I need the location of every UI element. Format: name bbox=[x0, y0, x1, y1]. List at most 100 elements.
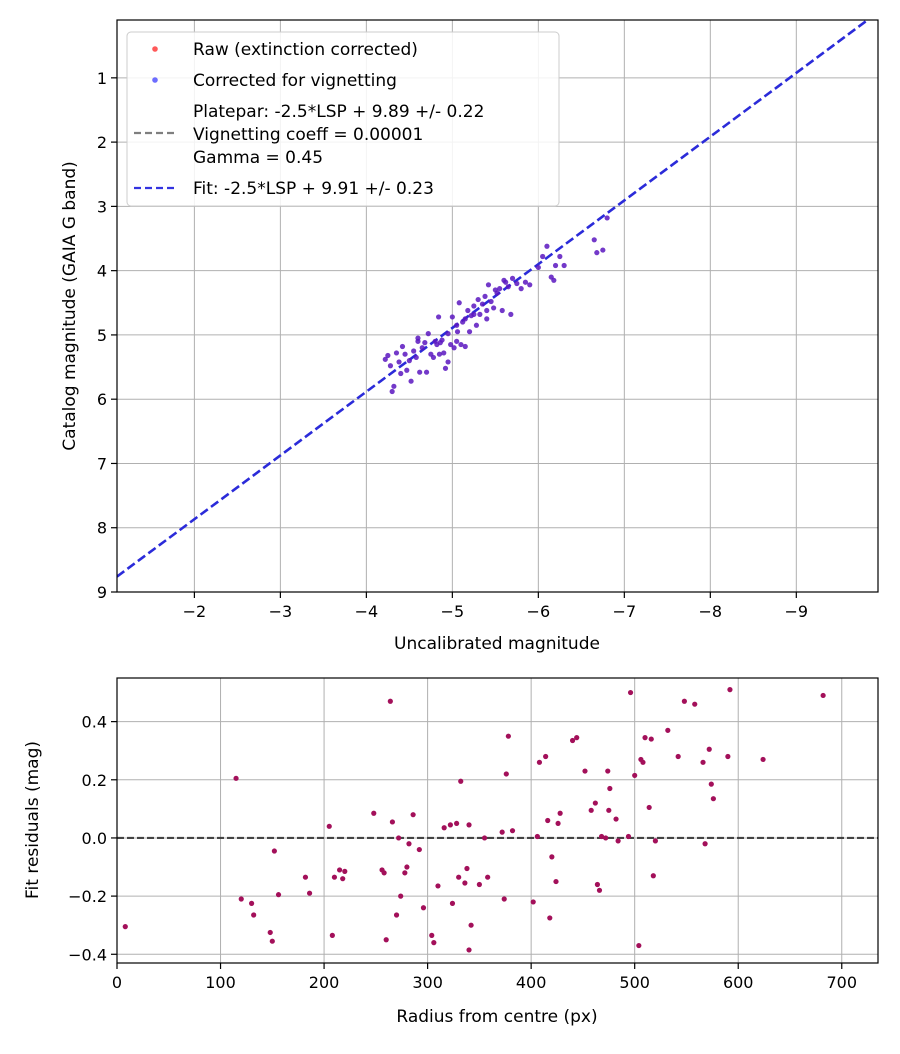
legend-raw-label: Raw (extinction corrected) bbox=[193, 40, 418, 60]
residual-point bbox=[710, 796, 716, 802]
star-point bbox=[499, 307, 505, 314]
star-point bbox=[485, 282, 492, 288]
residual-point bbox=[404, 864, 410, 870]
residual-point bbox=[329, 932, 335, 938]
residual-point bbox=[594, 881, 601, 888]
residual-point bbox=[627, 689, 634, 696]
residual-point bbox=[389, 819, 396, 825]
residual-point bbox=[606, 807, 612, 813]
residual-point bbox=[613, 816, 619, 822]
residual-point bbox=[449, 900, 456, 906]
star-point bbox=[473, 322, 480, 328]
residual-point bbox=[381, 870, 387, 876]
residual-point bbox=[820, 692, 826, 699]
star-point bbox=[454, 322, 460, 328]
y-tick-label: 0.4 bbox=[82, 713, 107, 732]
star-point bbox=[462, 316, 468, 322]
x-tick-label: 700 bbox=[826, 973, 857, 992]
residual-point bbox=[543, 753, 549, 760]
residual-point bbox=[481, 835, 488, 841]
residual-point bbox=[251, 912, 257, 918]
star-point bbox=[484, 316, 490, 322]
star-point bbox=[557, 253, 563, 260]
residual-point bbox=[464, 865, 470, 872]
star-point bbox=[552, 262, 559, 269]
y-tick-label: 3 bbox=[97, 197, 107, 216]
residual-point bbox=[456, 874, 462, 880]
residual-point bbox=[271, 848, 277, 854]
residual-point bbox=[603, 835, 609, 841]
bottom-x-ticks: 0 100 200 300 400 500 600 700 bbox=[112, 963, 857, 992]
residual-point bbox=[648, 736, 654, 742]
star-point bbox=[494, 290, 500, 296]
residual-point bbox=[582, 768, 588, 774]
residual-point bbox=[331, 874, 338, 880]
residual-point bbox=[387, 698, 393, 704]
legend: Raw (extinction corrected) Corrected for… bbox=[126, 31, 560, 207]
x-tick-label: −9 bbox=[785, 602, 809, 621]
star-point bbox=[387, 363, 394, 369]
residual-point bbox=[642, 735, 648, 741]
star-point bbox=[389, 388, 395, 395]
bottom-axes-frame bbox=[116, 677, 879, 964]
residual-point bbox=[509, 828, 516, 834]
residual-point bbox=[640, 759, 646, 765]
x-tick-label: −4 bbox=[355, 602, 379, 621]
residual-point bbox=[534, 833, 540, 840]
star-point bbox=[471, 311, 477, 317]
star-point bbox=[398, 370, 404, 377]
star-point bbox=[458, 341, 464, 348]
residual-point bbox=[454, 820, 460, 827]
y-tick-label: −0.2 bbox=[68, 887, 107, 906]
residual-point bbox=[605, 768, 611, 774]
x-tick-label: 100 bbox=[205, 973, 236, 992]
residual-point bbox=[441, 825, 447, 831]
residual-points bbox=[122, 687, 826, 953]
residual-point bbox=[462, 880, 468, 886]
residual-point bbox=[342, 868, 348, 874]
y-tick-label: 8 bbox=[97, 519, 107, 538]
y-tick-label: 6 bbox=[97, 390, 107, 409]
residual-point bbox=[725, 753, 731, 760]
top-y-ticks: 1 2 3 4 5 6 7 8 9 bbox=[97, 69, 117, 602]
residuals-plot: 0 100 200 300 400 500 600 700 −0.4 −0.2 0.0 0.2 0.4… bbox=[23, 677, 879, 1027]
star-point bbox=[509, 275, 516, 281]
residual-point bbox=[337, 867, 343, 873]
top-x-axis-label: Uncalibrated magnitude bbox=[394, 634, 600, 654]
star-point bbox=[594, 250, 600, 256]
legend-raw-marker bbox=[152, 46, 158, 52]
star-point bbox=[604, 215, 610, 221]
star-point bbox=[454, 338, 460, 344]
residual-point bbox=[555, 820, 561, 827]
legend-platepar-label-1: Platepar: -2.5*LSP + 9.89 +/- 0.22 bbox=[193, 102, 484, 122]
top-axes-frame bbox=[116, 19, 879, 593]
residual-point bbox=[420, 905, 427, 911]
x-tick-label: 400 bbox=[516, 973, 547, 992]
x-tick-label: −5 bbox=[441, 602, 465, 621]
residual-point bbox=[675, 753, 681, 760]
star-point bbox=[439, 337, 445, 343]
residual-point bbox=[530, 899, 536, 905]
residual-point bbox=[625, 833, 632, 840]
residual-point bbox=[505, 733, 511, 739]
star-point bbox=[393, 350, 400, 356]
residual-point bbox=[238, 896, 244, 902]
legend-platepar-label-3: Gamma = 0.45 bbox=[193, 148, 323, 168]
residual-point bbox=[536, 759, 543, 765]
star-point bbox=[435, 314, 442, 320]
x-tick-label: −2 bbox=[183, 602, 207, 621]
residual-point bbox=[592, 800, 598, 806]
residual-point bbox=[371, 810, 377, 816]
x-tick-label: 300 bbox=[412, 973, 443, 992]
residual-point bbox=[410, 812, 416, 818]
star-point bbox=[430, 354, 437, 361]
star-point bbox=[456, 300, 462, 306]
fit-line bbox=[117, 20, 870, 578]
residual-point bbox=[646, 804, 652, 811]
star-point bbox=[482, 293, 488, 299]
star-point bbox=[518, 286, 524, 292]
top-plot-area bbox=[117, 20, 870, 578]
residual-point bbox=[406, 841, 412, 847]
residual-point bbox=[553, 878, 559, 885]
